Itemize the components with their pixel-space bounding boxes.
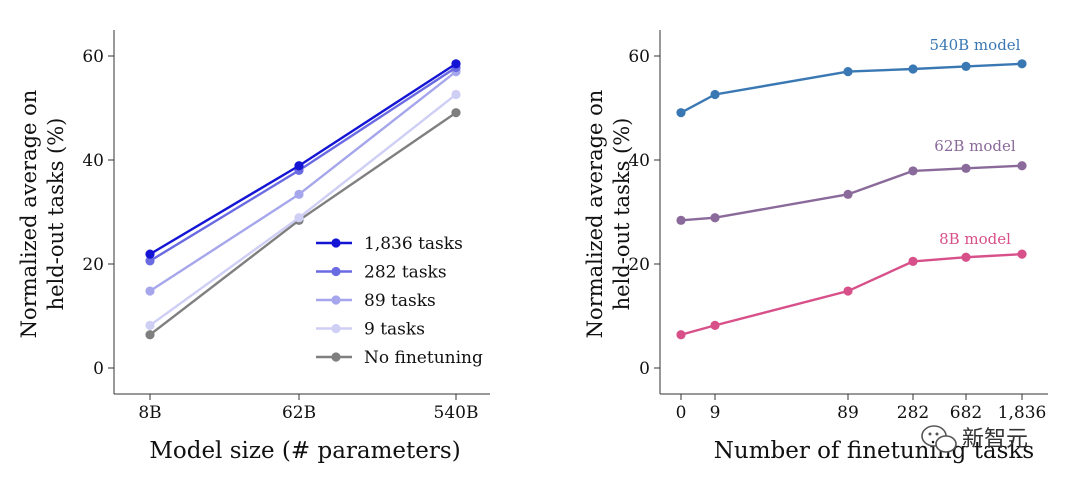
left-y-tick-label: 0 bbox=[93, 359, 104, 379]
right-chart: 0 20 40 60 0 9 89 282 682 1,836 540B model 62B mo… bbox=[583, 30, 1048, 464]
left-data-point bbox=[294, 213, 304, 223]
left-x-tick-label: 540B bbox=[434, 403, 479, 423]
right-y-tick-label: 60 bbox=[628, 47, 650, 67]
right-data-point bbox=[676, 108, 686, 118]
left-y-tick-label: 40 bbox=[82, 151, 104, 171]
right-data-point bbox=[710, 89, 720, 100]
right-data-point bbox=[843, 286, 853, 296]
legend-label: No finetuning bbox=[364, 348, 483, 368]
legend-label: 1,836 tasks bbox=[364, 234, 463, 254]
series-annotation: 8B model bbox=[939, 230, 1011, 248]
right-y-axis-label-line2: held-out tasks (%) bbox=[610, 118, 634, 311]
left-series-line bbox=[149, 62, 457, 256]
right-data-point bbox=[961, 252, 971, 262]
legend-label: 9 tasks bbox=[364, 320, 425, 340]
right-x-tick-label: 89 bbox=[837, 403, 859, 423]
right-data-point bbox=[961, 61, 971, 71]
left-data-point bbox=[145, 330, 155, 340]
legend-label: 89 tasks bbox=[364, 291, 436, 311]
right-series-line bbox=[680, 62, 1023, 114]
right-data-point bbox=[1017, 249, 1027, 259]
right-y-tick-label: 0 bbox=[639, 359, 650, 379]
right-data-point bbox=[843, 67, 853, 77]
watermark-text: 新智元 bbox=[962, 427, 1028, 452]
legend-label: 282 tasks bbox=[364, 263, 447, 283]
right-x-tick-label: 0 bbox=[676, 403, 687, 423]
left-x-axis-label: Model size (# parameters) bbox=[149, 438, 460, 464]
right-data-point bbox=[1017, 59, 1027, 69]
left-data-point bbox=[145, 320, 155, 330]
watermark: 新智元 bbox=[921, 425, 1028, 453]
left-legend: 1,836 tasks 282 tasks 89 tasks 9 tasks No fi… bbox=[316, 234, 483, 368]
legend-marker bbox=[331, 323, 341, 334]
wechat-icon bbox=[921, 425, 957, 453]
legend-marker bbox=[331, 352, 341, 362]
left-y-axis-label-line1: Normalized average on bbox=[17, 90, 41, 339]
right-x-tick-label: 682 bbox=[950, 403, 982, 423]
left-y-tick-label: 20 bbox=[82, 255, 104, 275]
right-data-point bbox=[843, 189, 853, 199]
right-data-point bbox=[908, 256, 918, 266]
left-x-tick-label: 62B bbox=[282, 403, 316, 423]
left-data-point bbox=[451, 108, 461, 118]
right-data-point bbox=[710, 213, 720, 223]
right-y-tick-label: 40 bbox=[628, 151, 650, 171]
series-annotation: 540B model bbox=[930, 36, 1021, 54]
left-data-point bbox=[145, 286, 155, 296]
right-y-tick-label: 20 bbox=[628, 255, 650, 275]
right-series-line bbox=[680, 164, 1023, 222]
left-data-point bbox=[294, 189, 304, 199]
right-data-point bbox=[961, 163, 971, 173]
right-x-tick-label: 1,836 bbox=[998, 403, 1047, 423]
right-data-point bbox=[908, 64, 918, 74]
left-data-point bbox=[145, 256, 155, 266]
legend-marker bbox=[331, 295, 341, 305]
legend-marker bbox=[331, 238, 341, 248]
right-data-point bbox=[676, 330, 686, 340]
right-data-point bbox=[1017, 161, 1027, 171]
right-series-line bbox=[680, 252, 1023, 336]
right-x-tick-label: 9 bbox=[710, 403, 721, 423]
left-data-point bbox=[294, 161, 304, 171]
left-data-point bbox=[145, 249, 155, 259]
left-data-point bbox=[451, 59, 461, 69]
right-data-point bbox=[676, 215, 686, 225]
left-data-point bbox=[451, 89, 461, 100]
left-series-line bbox=[149, 70, 457, 293]
left-y-axis-label-line2: held-out tasks (%) bbox=[44, 118, 68, 311]
right-y-axis-label-line1: Normalized average on bbox=[583, 90, 607, 339]
left-y-tick-label: 60 bbox=[82, 47, 104, 67]
right-data-point bbox=[710, 320, 720, 330]
series-annotation: 62B model bbox=[934, 137, 1016, 155]
right-x-axis-label: Number of finetuning tasks bbox=[714, 438, 1034, 464]
right-x-tick-label: 282 bbox=[897, 403, 929, 423]
right-data-point bbox=[908, 166, 918, 176]
legend-marker bbox=[331, 266, 341, 277]
left-x-tick-label: 8B bbox=[138, 403, 161, 423]
